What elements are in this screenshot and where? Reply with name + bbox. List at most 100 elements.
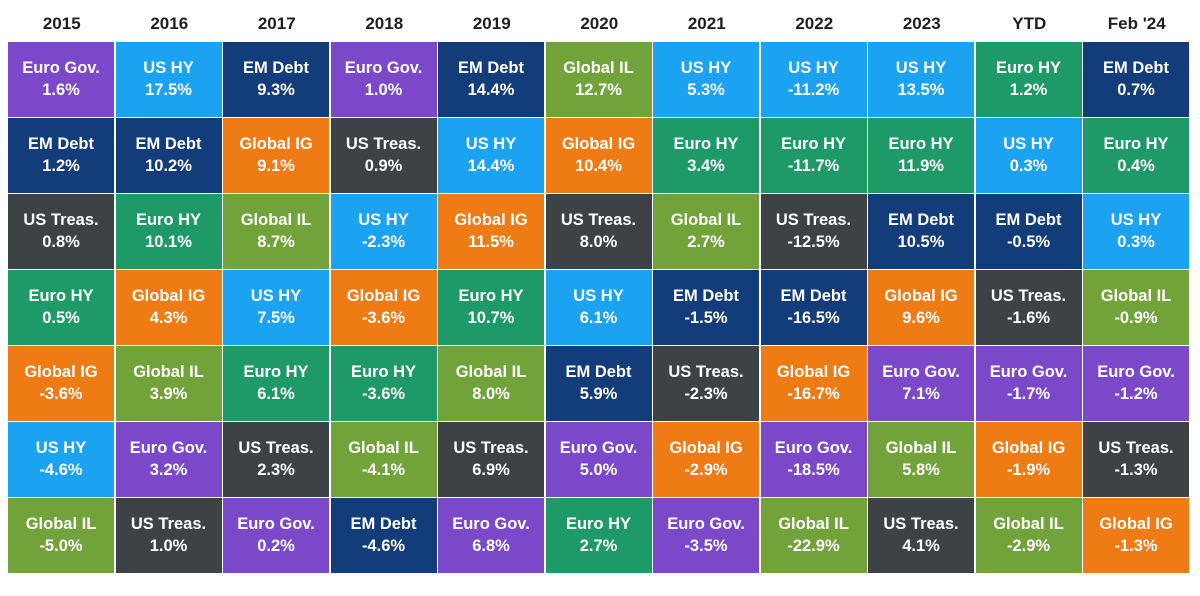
return-cell: Euro Gov. 5.0% bbox=[545, 422, 652, 497]
return-value-label: 0.5% bbox=[42, 309, 80, 328]
return-cell: Global IL -22.9% bbox=[760, 498, 867, 573]
return-cell: Euro Gov. 3.2% bbox=[115, 422, 222, 497]
return-cell: Global IG -1.3% bbox=[1083, 498, 1189, 573]
asset-class-label: Global IG bbox=[884, 287, 958, 306]
return-value-label: 10.4% bbox=[575, 157, 622, 176]
return-value-label: -3.6% bbox=[361, 385, 406, 404]
return-cell: Global IL -2.9% bbox=[975, 498, 1082, 573]
asset-class-label: Euro Gov. bbox=[452, 515, 530, 534]
return-value-label: 3.9% bbox=[149, 385, 188, 404]
asset-class-label: US Treas. bbox=[560, 211, 637, 230]
return-value-label: -1.3% bbox=[1114, 537, 1158, 556]
asset-class-label: US HY bbox=[680, 59, 732, 78]
return-cell: EM Debt 14.4% bbox=[438, 42, 544, 117]
return-value-label: 7.5% bbox=[257, 309, 295, 328]
return-value-label: 9.1% bbox=[257, 157, 295, 176]
return-cell: US HY -4.6% bbox=[8, 422, 114, 497]
return-cell: Euro HY 10.1% bbox=[115, 194, 222, 269]
return-value-label: -16.5% bbox=[787, 309, 840, 328]
return-cell: Euro Gov. -1.7% bbox=[975, 346, 1082, 421]
return-value-label: 14.4% bbox=[467, 81, 515, 100]
return-cell: EM Debt 1.2% bbox=[8, 118, 114, 193]
return-value-label: -2.3% bbox=[684, 385, 728, 404]
return-value-label: -1.7% bbox=[1006, 385, 1051, 404]
return-cell: Global IG 4.3% bbox=[115, 270, 222, 345]
return-value-label: -2.9% bbox=[1006, 537, 1051, 556]
return-value-label: 3.4% bbox=[687, 157, 725, 176]
return-cell: US HY 5.3% bbox=[653, 42, 759, 117]
return-value-label: -1.6% bbox=[1006, 309, 1051, 328]
column-header: 2017 bbox=[257, 14, 296, 33]
asset-class-label: Global IG bbox=[454, 211, 528, 230]
return-cell: US Treas. -1.6% bbox=[975, 270, 1082, 345]
asset-class-label: Global IL bbox=[455, 363, 527, 382]
asset-class-label: EM Debt bbox=[673, 287, 739, 306]
return-cell: Global IG 11.5% bbox=[438, 194, 544, 269]
asset-class-label: Euro Gov. bbox=[22, 59, 100, 78]
return-cell: Euro HY 1.2% bbox=[975, 42, 1082, 117]
return-cell: US HY 0.3% bbox=[1083, 194, 1189, 269]
return-cell: EM Debt -0.5% bbox=[975, 194, 1082, 269]
return-value-label: 17.5% bbox=[145, 81, 192, 100]
return-cell: Global IL 3.9% bbox=[115, 346, 222, 421]
asset-class-label: Euro HY bbox=[458, 287, 524, 306]
return-cell: US HY 6.1% bbox=[545, 270, 652, 345]
return-cell: Global IL -4.1% bbox=[330, 422, 437, 497]
column-header: 2022 bbox=[795, 14, 834, 33]
return-value-label: -0.5% bbox=[1006, 233, 1051, 252]
asset-class-label: Euro HY bbox=[780, 135, 847, 154]
asset-class-label: Euro Gov. bbox=[989, 363, 1068, 382]
return-value-label: -3.6% bbox=[39, 385, 83, 404]
return-value-label: 5.3% bbox=[687, 81, 725, 100]
return-cell: US HY 17.5% bbox=[115, 42, 222, 117]
return-value-label: -4.1% bbox=[361, 461, 406, 480]
asset-class-label: Global IG bbox=[239, 135, 313, 154]
return-value-label: 13.5% bbox=[897, 81, 945, 100]
return-cell: US HY 0.3% bbox=[975, 118, 1082, 193]
return-cell: US Treas. 6.9% bbox=[438, 422, 544, 497]
asset-class-label: US Treas. bbox=[775, 211, 852, 230]
asset-class-label: Euro Gov. bbox=[129, 439, 208, 458]
return-value-label: 7.1% bbox=[902, 385, 940, 404]
column-header: Feb '24 bbox=[1107, 14, 1166, 33]
return-value-label: -1.5% bbox=[684, 309, 728, 328]
return-cell: EM Debt -1.5% bbox=[653, 270, 759, 345]
return-cell: US Treas. 8.0% bbox=[545, 194, 652, 269]
column-header: YTD bbox=[1012, 14, 1047, 33]
asset-class-label: EM Debt bbox=[458, 59, 524, 78]
return-value-label: 0.8% bbox=[42, 233, 80, 252]
return-value-label: 6.1% bbox=[257, 385, 295, 404]
return-cell: Euro Gov. -1.2% bbox=[1083, 346, 1189, 421]
return-value-label: -4.6% bbox=[39, 461, 83, 480]
asset-class-label: Euro HY bbox=[888, 135, 954, 154]
asset-class-label: Euro HY bbox=[135, 211, 202, 230]
asset-class-label: US HY bbox=[788, 59, 839, 78]
return-value-label: 4.3% bbox=[149, 309, 188, 328]
asset-class-label: Euro HY bbox=[1103, 135, 1169, 154]
return-cell: Euro HY 11.9% bbox=[868, 118, 974, 193]
return-value-label: 5.8% bbox=[902, 461, 940, 480]
return-value-label: 0.3% bbox=[1009, 157, 1048, 176]
asset-class-label: US HY bbox=[573, 287, 624, 306]
return-cell: Global IL 2.7% bbox=[653, 194, 759, 269]
asset-class-label: EM Debt bbox=[243, 59, 309, 78]
asset-class-label: Global IG bbox=[991, 439, 1066, 458]
return-cell: Global IL 8.7% bbox=[223, 194, 329, 269]
return-cell: US Treas. 0.9% bbox=[330, 118, 437, 193]
column-header: 2020 bbox=[580, 14, 619, 33]
asset-class-label: Euro HY bbox=[995, 59, 1062, 78]
asset-class-label: US Treas. bbox=[883, 515, 959, 534]
return-cell: US Treas. 0.8% bbox=[8, 194, 114, 269]
asset-class-label: Global IL bbox=[25, 515, 97, 534]
asset-class-label: EM Debt bbox=[780, 287, 847, 306]
return-value-label: 0.7% bbox=[1117, 81, 1155, 100]
return-cell: Euro Gov. -18.5% bbox=[760, 422, 867, 497]
return-value-label: 0.3% bbox=[1117, 233, 1155, 252]
asset-class-label: Euro HY bbox=[243, 363, 309, 382]
return-value-label: 1.0% bbox=[364, 81, 403, 100]
return-cell: US HY 7.5% bbox=[223, 270, 329, 345]
return-cell: US Treas. 2.3% bbox=[223, 422, 329, 497]
asset-class-label: US Treas. bbox=[990, 287, 1067, 306]
return-cell: EM Debt 10.5% bbox=[868, 194, 974, 269]
